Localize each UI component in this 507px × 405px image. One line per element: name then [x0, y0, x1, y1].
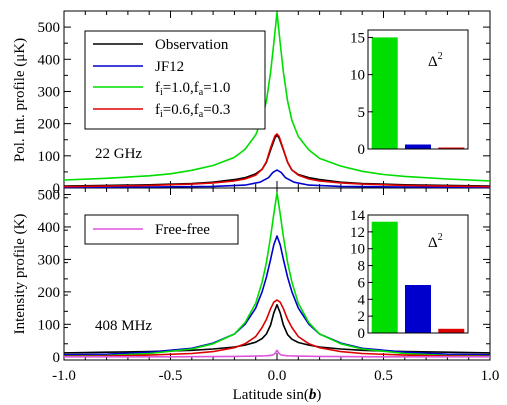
legend-label-jf12: JF12 — [155, 59, 184, 75]
top-inset-y-tick-label-3: 15 — [350, 30, 365, 46]
x-tick-label-1: -0.5 — [159, 368, 183, 384]
bottom-inset-y-tick-label-5: 10 — [350, 242, 365, 258]
top-legend-box — [84, 30, 266, 130]
bottom-y-tick-label-4: 400 — [38, 220, 61, 236]
bottom-inset-y-tick-label-2: 4 — [358, 292, 366, 308]
bottom-y-axis-label: Intensity profile (K) — [12, 214, 28, 335]
bottom-legend: Free-free — [84, 214, 239, 245]
top-y-axis-label: Pol. Int. profile (μK) — [12, 38, 28, 162]
top-y-tick-label-0: 0 — [53, 181, 61, 197]
top-inset-y-tick-label-1: 5 — [358, 105, 366, 121]
top-y-tick-label-3: 300 — [38, 84, 61, 100]
bottom-y-tick-label-0: 0 — [53, 350, 61, 366]
bottom-inset-y-tick-label-6: 12 — [350, 225, 365, 241]
legend-label-free-free: Free-free — [155, 222, 210, 238]
top-y-tick-label-1: 100 — [38, 149, 61, 165]
x-tick-label-3: 0.5 — [374, 368, 393, 384]
bottom-y-tick-label-2: 200 — [38, 285, 61, 301]
top-inset-label: Δ2 — [428, 51, 443, 70]
top-inset-bar-1 — [405, 144, 431, 149]
bottom-inset-frame-outline — [367, 214, 469, 334]
top-series-line-3 — [63, 133, 491, 188]
bottom-inset-label: Δ2 — [428, 232, 443, 251]
bottom-y-tick-label-3: 300 — [38, 252, 61, 268]
bottom-series-line-2 — [63, 192, 491, 357]
bottom-inset-y-tick-label-0: 0 — [358, 326, 366, 342]
bottom-inset-y-tick-label-3: 6 — [358, 275, 366, 291]
bottom-y-tick-label-1: 100 — [38, 317, 61, 333]
x-tick-label-0: -1.0 — [52, 368, 76, 384]
x-tick-label-2: 0.0 — [268, 368, 287, 384]
top-y-tick-label-4: 400 — [38, 52, 61, 68]
top-y-tick-label-2: 200 — [38, 117, 61, 133]
legend-label-observation: Observation — [155, 37, 229, 53]
bottom-series-line-4 — [64, 349, 490, 358]
top-inset-y-tick-label-2: 10 — [350, 68, 365, 84]
top-inset-y-tick-label-0: 0 — [358, 142, 366, 158]
bottom-inset-bar-2 — [438, 328, 465, 333]
x-tick-label-4: 1.0 — [481, 368, 500, 384]
top-y-tick-label-5: 500 — [38, 20, 61, 36]
legend-label-model-a: fi=1.0,fa=1.0 — [155, 80, 230, 98]
top-inset-bar-2 — [438, 147, 465, 149]
top-frequency-annotation: 22 GHz — [95, 146, 142, 162]
bottom-inset-bar-1 — [405, 285, 431, 333]
top-inset-bar-0 — [371, 37, 398, 149]
top-inset-frame-outline — [367, 29, 469, 150]
bottom-inset-bar-0 — [371, 221, 398, 333]
bottom-series-line-0 — [63, 304, 491, 354]
bottom-y-tick-label-5: 500 — [38, 187, 61, 203]
x-axis-label: Latitude sin(b) — [233, 387, 322, 403]
legend-label-model-b: fi=0.6,fa=0.3 — [155, 102, 230, 120]
top-series-line-2 — [63, 11, 491, 182]
top-legend: Observation JF12 fi=1.0,fa=1.0 fi=0.6,fa… — [84, 30, 266, 130]
top-series-line-1 — [63, 169, 491, 189]
bottom-inset-y-tick-label-4: 8 — [358, 259, 366, 275]
bottom-frequency-annotation: 408 MHz — [95, 318, 152, 334]
bottom-series-line-3 — [63, 299, 491, 358]
top-inset-bar-chart: Δ2 0 5 10 15 — [350, 29, 469, 158]
bottom-inset-y-tick-label-7: 14 — [350, 208, 366, 224]
bottom-series-lines — [63, 192, 491, 358]
bottom-inset-y-tick-label-1: 2 — [358, 309, 366, 325]
top-series-lines — [63, 11, 491, 189]
